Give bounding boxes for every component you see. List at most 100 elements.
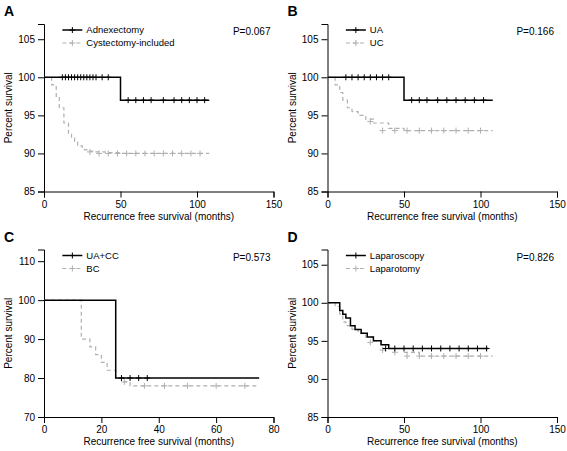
x-axis: 050100150 bbox=[42, 192, 283, 210]
panel-title: A bbox=[4, 3, 14, 19]
x-tick: 20 bbox=[96, 417, 108, 435]
censor-mark bbox=[404, 128, 410, 134]
x-tick: 150 bbox=[266, 192, 283, 210]
y-tick-mark bbox=[322, 303, 328, 304]
censor-mark bbox=[186, 97, 192, 103]
censor-mark bbox=[124, 150, 130, 156]
censor-marks bbox=[121, 379, 247, 389]
censor-mark bbox=[142, 150, 148, 156]
panel: 050100150859095100105Recurrence free sur… bbox=[3, 3, 283, 222]
x-tick-label: 50 bbox=[399, 199, 411, 210]
y-tick-mark bbox=[38, 115, 44, 116]
x-tick-label: 100 bbox=[189, 199, 206, 210]
censor-mark bbox=[453, 128, 459, 134]
censor-mark bbox=[87, 149, 93, 155]
legend: LaparoscopyLaparotomy bbox=[346, 250, 425, 274]
censor-mark bbox=[161, 383, 167, 389]
censor-mark bbox=[416, 128, 422, 134]
y-axis-line bbox=[38, 25, 45, 193]
survival-line bbox=[44, 77, 209, 153]
y-tick: 100 bbox=[302, 297, 328, 308]
x-tick-mark bbox=[121, 192, 122, 198]
censor-mark bbox=[465, 128, 471, 134]
legend-label: Laparoscopy bbox=[370, 250, 425, 261]
censor-mark bbox=[424, 97, 430, 103]
censor-mark bbox=[184, 383, 190, 389]
y-tick: 100 bbox=[18, 72, 44, 83]
x-tick: 100 bbox=[473, 192, 490, 210]
y-axis: 859095100105 bbox=[302, 250, 328, 423]
censor-mark bbox=[133, 150, 139, 156]
x-axis: 050100150 bbox=[325, 417, 566, 435]
x-tick-mark bbox=[274, 192, 275, 198]
plot-area bbox=[44, 74, 209, 156]
censor-mark bbox=[438, 345, 444, 351]
y-tick-label: 100 bbox=[302, 297, 319, 308]
y-tick-mark bbox=[38, 192, 44, 193]
legend-item: Laparoscopy bbox=[346, 250, 425, 261]
panel-title: C bbox=[4, 229, 14, 245]
censor-mark bbox=[456, 345, 462, 351]
y-tick: 85 bbox=[307, 412, 327, 423]
censor-mark bbox=[148, 97, 154, 103]
x-tick-mark bbox=[404, 192, 405, 198]
censor-mark bbox=[242, 383, 248, 389]
censor-mark bbox=[453, 353, 459, 359]
y-tick: 95 bbox=[24, 110, 44, 121]
x-tick: 0 bbox=[325, 417, 331, 435]
censor-mark bbox=[401, 345, 407, 351]
censor-mark bbox=[380, 347, 386, 353]
censor-mark bbox=[171, 97, 177, 103]
y-tick-mark bbox=[38, 261, 44, 262]
censor-mark bbox=[170, 150, 176, 156]
censor-mark bbox=[416, 97, 422, 103]
plot-area bbox=[328, 74, 493, 133]
censor-mark bbox=[93, 74, 99, 80]
x-tick-label: 150 bbox=[266, 199, 283, 210]
censor-mark bbox=[484, 345, 490, 351]
censor-mark bbox=[392, 128, 398, 134]
x-tick-mark bbox=[557, 417, 558, 423]
censor-mark bbox=[213, 383, 219, 389]
x-tick-label: 0 bbox=[325, 199, 331, 210]
legend: AdnexectomyCystectomy-included bbox=[62, 24, 174, 48]
x-tick-mark bbox=[159, 417, 160, 423]
plot-area bbox=[44, 300, 259, 389]
censor-mark bbox=[373, 74, 379, 80]
legend-item: UC bbox=[346, 37, 384, 48]
censor-mark bbox=[160, 150, 166, 156]
censor-mark bbox=[151, 150, 157, 156]
panel-title: B bbox=[288, 3, 298, 19]
censor-mark bbox=[380, 128, 386, 134]
y-tick: 90 bbox=[24, 148, 44, 159]
x-tick-mark bbox=[197, 192, 198, 198]
legend-marker bbox=[69, 253, 75, 259]
survival-line bbox=[328, 303, 493, 356]
x-tick: 40 bbox=[154, 417, 166, 435]
censor-mark bbox=[105, 74, 111, 80]
annotation: P=0.166 bbox=[516, 26, 554, 37]
annotation: P=0.573 bbox=[233, 252, 271, 263]
censor-mark bbox=[133, 97, 139, 103]
y-tick-mark bbox=[38, 339, 44, 340]
y-tick-label: 100 bbox=[18, 72, 35, 83]
x-axis-line bbox=[45, 418, 275, 424]
censor-mark bbox=[380, 74, 386, 80]
y-tick-label: 85 bbox=[307, 412, 319, 423]
chart: 050100150859095100105Recurrence free sur… bbox=[0, 0, 567, 451]
legend-marker bbox=[353, 266, 359, 272]
censor-mark bbox=[429, 128, 435, 134]
censor-mark bbox=[410, 345, 416, 351]
x-tick-label: 150 bbox=[549, 424, 566, 435]
x-tick-label: 40 bbox=[154, 424, 166, 435]
censor-mark bbox=[160, 97, 166, 103]
y-tick-mark bbox=[38, 77, 44, 78]
censor-mark bbox=[343, 74, 349, 80]
y-tick: 90 bbox=[307, 148, 327, 159]
y-tick: 100 bbox=[18, 295, 44, 306]
legend-item: Adnexectomy bbox=[62, 24, 144, 35]
y-tick-label: 90 bbox=[307, 374, 319, 385]
y-tick-label: 105 bbox=[302, 259, 319, 270]
x-tick-mark bbox=[404, 417, 405, 423]
censor-mark bbox=[361, 74, 367, 80]
